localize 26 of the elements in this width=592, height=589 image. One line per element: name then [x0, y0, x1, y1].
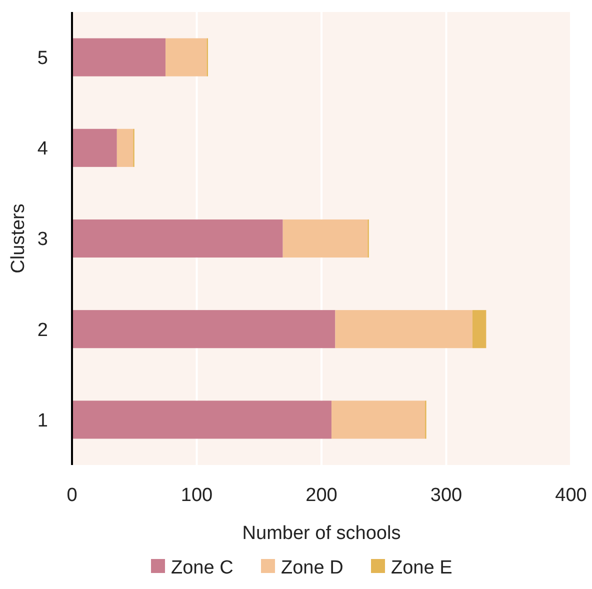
bar [72, 400, 332, 439]
y-tick-label: 1 [37, 410, 48, 432]
y-axis-title: Clusters [8, 204, 29, 274]
bar [331, 400, 426, 439]
legend-label: Zone C [171, 558, 234, 579]
bar [116, 128, 134, 167]
y-tick-label: 4 [37, 138, 48, 160]
x-axis-title: Number of schools [242, 523, 401, 544]
x-tick-label: 400 [555, 485, 587, 506]
x-tick-label: 100 [180, 485, 213, 506]
bar [72, 310, 336, 348]
bar [282, 219, 368, 258]
bar [72, 128, 117, 167]
x-tick-label: 300 [430, 485, 462, 506]
legend-label: Zone D [281, 558, 344, 579]
y-tick-label: 3 [37, 229, 48, 250]
bar [335, 310, 472, 348]
bar [72, 219, 283, 258]
y-tick-label: 2 [37, 320, 48, 341]
x-tick-label: 0 [66, 485, 78, 506]
x-tick-label: 200 [306, 485, 338, 506]
bar [166, 38, 207, 76]
legend-label: Zone E [391, 558, 452, 579]
bar [72, 38, 166, 76]
bar [472, 310, 486, 348]
y-tick-label: 5 [37, 48, 48, 69]
